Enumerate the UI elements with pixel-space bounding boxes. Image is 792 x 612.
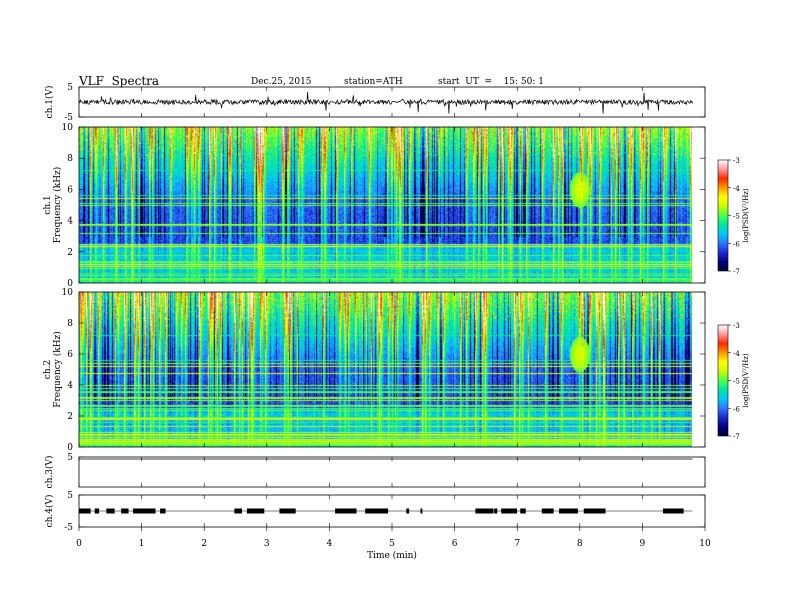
ch4-pulse-blocks bbox=[79, 508, 684, 514]
ch1-spectrogram-image bbox=[79, 127, 692, 283]
ch1-y-tick-label: -5 bbox=[64, 113, 73, 123]
colorbar-tick-label: -4 bbox=[733, 350, 740, 358]
start-time-label: start UT = 15: 50: 1 bbox=[438, 77, 544, 87]
ch3-ylabel: ch.3(V) bbox=[44, 456, 55, 489]
colorbar-tick-label: -5 bbox=[733, 213, 740, 221]
ch1-freq-tick-label: 10 bbox=[62, 123, 74, 133]
colorbar-tick-label: -3 bbox=[733, 157, 740, 165]
ch1-y-tick-label: 5 bbox=[67, 83, 73, 93]
colorbar-tick-label: -5 bbox=[733, 378, 740, 386]
ch1-frequency-label: Frequency (kHz) bbox=[52, 167, 63, 244]
x-tick-label: 9 bbox=[640, 539, 646, 549]
ch2-spectrogram-image bbox=[79, 292, 692, 447]
x-tick-label: 1 bbox=[139, 539, 145, 549]
ch1-freq-tick-label: 0 bbox=[67, 279, 73, 289]
ch2-frequency-label: Frequency (kHz) bbox=[52, 331, 63, 408]
x-tick-label: 7 bbox=[514, 539, 520, 549]
station-label: station=ATH bbox=[344, 77, 403, 87]
colorbar-tick-label: -7 bbox=[733, 268, 740, 276]
colorbar-tick-label: -4 bbox=[733, 185, 740, 193]
figure-title: VLF Spectra bbox=[79, 74, 160, 88]
x-tick-label: 4 bbox=[327, 539, 333, 549]
x-tick-label: 8 bbox=[577, 539, 583, 549]
ch2-freq-tick-label: 6 bbox=[67, 350, 73, 360]
ch2-freq-tick-label: 0 bbox=[67, 443, 73, 453]
colorbar-label: log(PSD(V²/Hz) bbox=[742, 188, 750, 243]
ch2-freq-tick-label: 8 bbox=[67, 319, 73, 329]
x-tick-label: 5 bbox=[389, 539, 395, 549]
ch1-freq-tick-label: 6 bbox=[67, 185, 73, 195]
ch4-ylabel: ch.4(V) bbox=[44, 495, 55, 528]
ch2-freq-tick-label: 4 bbox=[67, 381, 73, 391]
ch3-waveform-panel bbox=[78, 456, 706, 488]
colorbar-label: log(PSD(V²/Hz) bbox=[742, 353, 750, 408]
x-tick-label: 6 bbox=[452, 539, 458, 549]
x-tick-label: 2 bbox=[201, 539, 207, 549]
ch2-freq-tick-label: 2 bbox=[67, 412, 73, 422]
ch1-freq-tick-label: 4 bbox=[67, 217, 73, 227]
ch1-freq-tick-label: 2 bbox=[67, 248, 73, 258]
x-tick-label: 10 bbox=[699, 539, 711, 549]
ch2-channel-label: ch.2 bbox=[43, 360, 53, 379]
date-label: Dec.25, 2015 bbox=[251, 77, 312, 87]
ch1-spectrogram-colorbar bbox=[717, 159, 729, 272]
ch3-y-tick-label: 5 bbox=[67, 453, 73, 463]
colorbar-tick-label: -7 bbox=[733, 433, 740, 441]
x-axis-label: Time (min) bbox=[367, 550, 417, 561]
ch4-y-tick-label: -5 bbox=[64, 523, 73, 533]
colorbar-tick-label: -6 bbox=[733, 240, 740, 248]
colorbar-tick-label: -6 bbox=[733, 405, 740, 413]
ch1-ylabel: ch.1(V) bbox=[44, 86, 55, 119]
colorbar-tick-label: -3 bbox=[733, 322, 740, 330]
x-tick-label: 0 bbox=[76, 539, 82, 549]
ch2-spectrogram-colorbar bbox=[717, 324, 729, 437]
ch1-freq-tick-label: 8 bbox=[67, 154, 73, 164]
x-tick-label: 3 bbox=[264, 539, 270, 549]
ch1-waveform-line bbox=[78, 91, 693, 114]
ch1-channel-label: ch.1 bbox=[43, 195, 53, 214]
ch2-freq-tick-label: 10 bbox=[62, 288, 74, 298]
ch4-y-tick-label: 5 bbox=[67, 491, 73, 501]
